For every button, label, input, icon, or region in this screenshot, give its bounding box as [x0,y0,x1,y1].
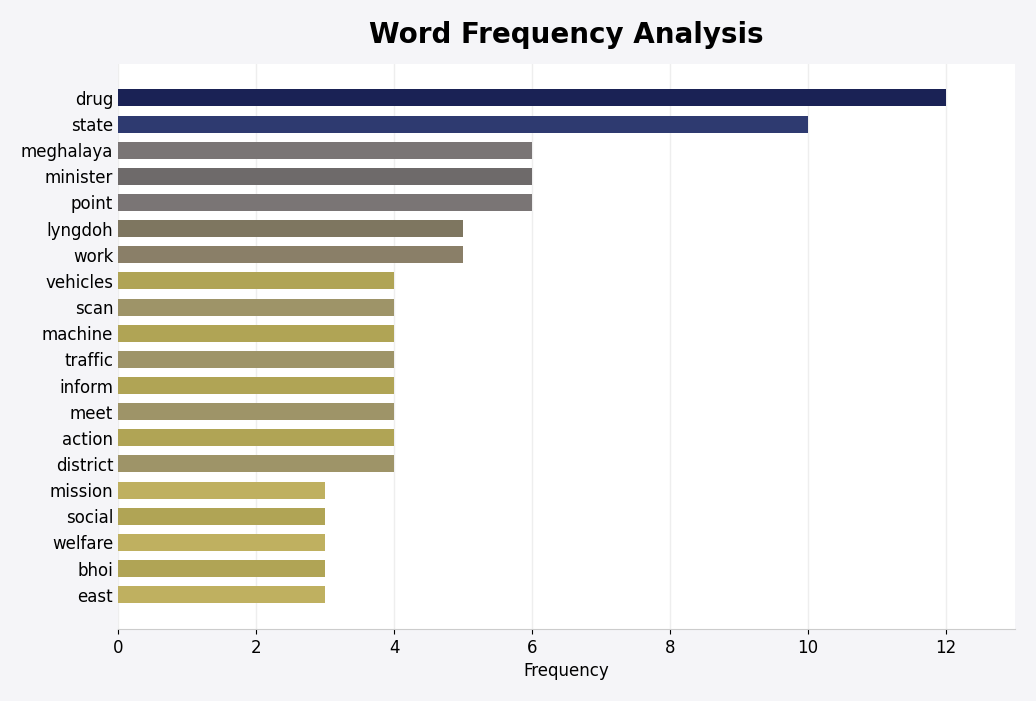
Bar [118,586,325,603]
Bar [118,325,394,341]
Bar [118,482,325,498]
Bar [118,220,463,237]
Bar [118,168,533,185]
Bar [118,403,394,420]
Bar [118,429,394,447]
Bar [118,456,394,472]
Bar [118,246,463,264]
Bar [118,377,394,394]
Title: Word Frequency Analysis: Word Frequency Analysis [369,21,764,49]
Bar [118,194,533,211]
Bar [118,534,325,551]
Bar [118,116,808,132]
Bar [118,142,533,158]
Bar [118,351,394,368]
Bar [118,508,325,525]
Bar [118,560,325,577]
X-axis label: Frequency: Frequency [524,662,609,680]
Bar [118,273,394,290]
Bar [118,89,946,107]
Bar [118,299,394,315]
